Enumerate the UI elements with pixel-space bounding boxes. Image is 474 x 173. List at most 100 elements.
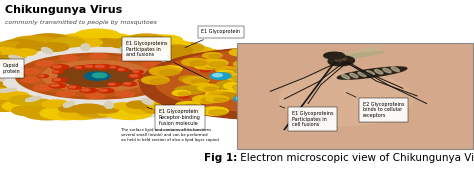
Ellipse shape <box>334 57 346 62</box>
Ellipse shape <box>255 52 268 55</box>
Ellipse shape <box>334 69 348 73</box>
Ellipse shape <box>391 67 400 71</box>
Ellipse shape <box>0 80 2 88</box>
Ellipse shape <box>251 65 261 68</box>
Ellipse shape <box>366 71 374 75</box>
Ellipse shape <box>155 70 173 75</box>
Ellipse shape <box>337 79 352 83</box>
Ellipse shape <box>161 98 188 105</box>
Ellipse shape <box>258 93 272 97</box>
Ellipse shape <box>51 84 59 86</box>
Ellipse shape <box>299 97 319 102</box>
Ellipse shape <box>12 105 51 116</box>
Ellipse shape <box>172 90 190 96</box>
Ellipse shape <box>338 66 349 69</box>
Ellipse shape <box>0 91 11 104</box>
Ellipse shape <box>275 76 301 83</box>
Ellipse shape <box>184 104 200 109</box>
Ellipse shape <box>370 78 386 82</box>
Ellipse shape <box>192 95 220 103</box>
Ellipse shape <box>198 86 216 91</box>
Ellipse shape <box>261 77 281 82</box>
Ellipse shape <box>107 107 152 119</box>
Ellipse shape <box>295 101 316 107</box>
Ellipse shape <box>82 89 90 91</box>
Ellipse shape <box>305 109 321 114</box>
Ellipse shape <box>154 50 372 112</box>
Ellipse shape <box>275 108 293 113</box>
Ellipse shape <box>189 93 224 102</box>
Ellipse shape <box>156 40 191 49</box>
Ellipse shape <box>229 49 254 56</box>
Ellipse shape <box>0 88 17 98</box>
Ellipse shape <box>154 51 169 56</box>
Ellipse shape <box>151 101 192 112</box>
Ellipse shape <box>0 100 23 111</box>
Ellipse shape <box>321 57 338 62</box>
Ellipse shape <box>84 65 99 69</box>
Ellipse shape <box>23 107 71 120</box>
Ellipse shape <box>202 75 223 82</box>
Ellipse shape <box>238 83 267 91</box>
Ellipse shape <box>119 56 138 61</box>
Ellipse shape <box>292 72 301 75</box>
Ellipse shape <box>53 65 61 68</box>
Ellipse shape <box>215 93 234 98</box>
Ellipse shape <box>36 61 55 66</box>
Ellipse shape <box>42 48 53 54</box>
Ellipse shape <box>54 79 61 81</box>
Circle shape <box>92 73 107 78</box>
Ellipse shape <box>209 55 221 58</box>
Ellipse shape <box>303 93 323 99</box>
Ellipse shape <box>268 112 285 117</box>
Ellipse shape <box>233 75 258 83</box>
Ellipse shape <box>0 78 4 81</box>
Ellipse shape <box>321 75 349 83</box>
Ellipse shape <box>105 102 113 108</box>
Ellipse shape <box>9 56 24 60</box>
Ellipse shape <box>256 74 274 79</box>
Ellipse shape <box>249 76 267 81</box>
Ellipse shape <box>246 90 255 93</box>
Ellipse shape <box>64 101 74 107</box>
Ellipse shape <box>272 83 286 87</box>
Ellipse shape <box>259 85 268 88</box>
Ellipse shape <box>252 93 269 98</box>
Ellipse shape <box>243 88 261 93</box>
Ellipse shape <box>324 98 342 103</box>
Ellipse shape <box>142 105 175 113</box>
Ellipse shape <box>187 82 205 86</box>
Ellipse shape <box>332 64 350 69</box>
Ellipse shape <box>258 73 278 79</box>
Ellipse shape <box>279 79 304 86</box>
Ellipse shape <box>125 105 159 114</box>
Ellipse shape <box>201 58 239 68</box>
Ellipse shape <box>202 82 211 85</box>
Ellipse shape <box>140 86 159 92</box>
Ellipse shape <box>254 83 279 90</box>
Ellipse shape <box>142 76 169 84</box>
Ellipse shape <box>245 110 254 113</box>
Ellipse shape <box>265 80 287 87</box>
Ellipse shape <box>268 64 286 70</box>
Ellipse shape <box>273 89 285 93</box>
Ellipse shape <box>142 99 153 104</box>
Ellipse shape <box>187 82 205 86</box>
Ellipse shape <box>9 96 40 105</box>
Ellipse shape <box>75 66 81 68</box>
Ellipse shape <box>326 48 381 60</box>
Ellipse shape <box>248 86 266 91</box>
Ellipse shape <box>207 53 242 62</box>
Ellipse shape <box>0 89 17 92</box>
Ellipse shape <box>304 110 324 115</box>
Ellipse shape <box>294 73 310 77</box>
Ellipse shape <box>110 66 116 68</box>
Ellipse shape <box>161 45 192 54</box>
Ellipse shape <box>240 84 263 90</box>
Ellipse shape <box>251 74 282 83</box>
Ellipse shape <box>171 92 185 97</box>
Ellipse shape <box>142 44 171 53</box>
Ellipse shape <box>200 59 228 67</box>
Ellipse shape <box>217 71 233 75</box>
Ellipse shape <box>161 66 182 72</box>
